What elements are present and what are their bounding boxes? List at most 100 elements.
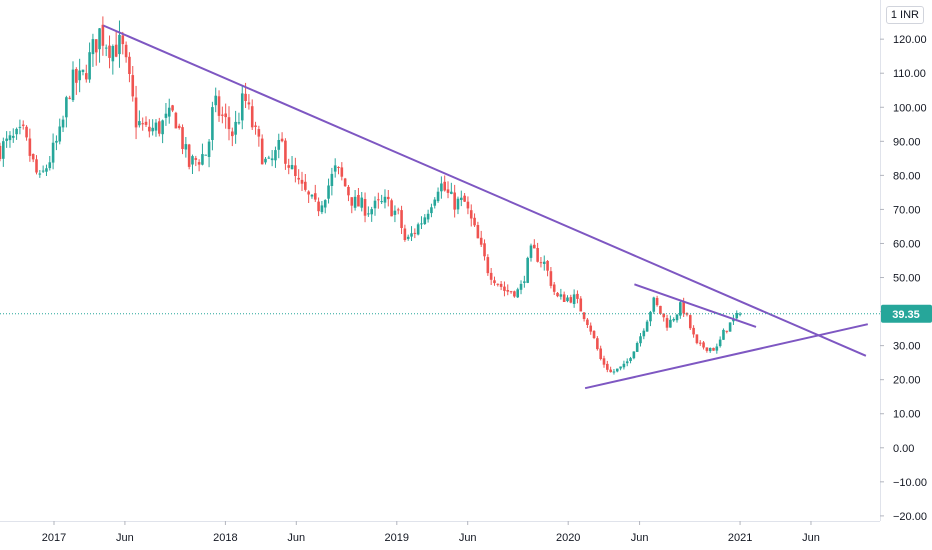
candle-body	[446, 189, 450, 193]
candle-body	[240, 93, 244, 121]
candle-body	[546, 261, 549, 271]
candle-body	[247, 102, 251, 105]
candle-body	[506, 290, 510, 292]
y-tick-label: −10.00	[893, 477, 927, 489]
candle-body	[526, 257, 529, 283]
candle-body	[41, 170, 45, 172]
candle-body	[672, 319, 675, 321]
candle-body	[735, 313, 739, 319]
candle-body	[675, 314, 679, 321]
y-tick-label: 120.00	[893, 34, 927, 46]
candle-body	[450, 191, 453, 194]
candle-body	[639, 336, 642, 344]
y-tick-label: 90.00	[893, 136, 921, 148]
candle-body	[569, 297, 573, 303]
candle-body	[552, 284, 556, 292]
trendline-support[interactable]	[584, 323, 869, 390]
candle-body	[416, 224, 420, 235]
candle-body	[645, 321, 649, 332]
candle-body	[655, 298, 659, 306]
y-tick-label: 60.00	[893, 239, 921, 251]
candle-body	[264, 158, 267, 163]
candle-body	[549, 271, 553, 286]
candle-body	[181, 127, 184, 149]
candle-body	[473, 217, 476, 226]
candle-body	[562, 294, 566, 302]
trendline-triangle-upper[interactable]	[634, 283, 757, 328]
candle-body	[287, 165, 291, 168]
candle-body	[91, 39, 95, 55]
candle-body	[586, 319, 589, 325]
candle-body	[373, 200, 377, 209]
candle-body	[702, 342, 705, 348]
candle-body	[207, 141, 211, 157]
time-axis[interactable]: 2017 Jun 2018 Jun 2019 Jun 2020 Jun 2021 Jun	[42, 521, 820, 544]
candle-body	[410, 233, 413, 237]
candle-body	[343, 178, 347, 187]
candle-body	[277, 140, 281, 150]
candle-body	[2, 141, 5, 159]
candle-body	[715, 346, 719, 351]
candle-body	[347, 186, 350, 196]
candle-body	[406, 236, 410, 239]
candle-body	[632, 351, 636, 359]
y-tick-label: 30.00	[893, 341, 921, 353]
candle-body	[317, 201, 320, 212]
candle-body	[167, 107, 171, 117]
candle-body	[144, 121, 148, 125]
candle-body	[523, 281, 526, 283]
candle-body	[84, 73, 88, 80]
candle-body	[659, 305, 662, 314]
candle-body	[98, 28, 101, 50]
candle-body	[45, 168, 48, 172]
candle-body	[533, 244, 536, 249]
candle-body	[360, 197, 364, 208]
candle-body	[237, 122, 241, 124]
candle-body	[274, 150, 277, 161]
candle-body	[194, 158, 198, 160]
candle-body	[665, 318, 669, 328]
candle-body	[11, 135, 15, 138]
candle-body	[386, 196, 390, 200]
candle-body	[333, 165, 337, 172]
candle-body	[141, 123, 144, 125]
x-tick-label: 2020	[556, 532, 580, 544]
candle-body	[177, 125, 181, 128]
candle-body	[503, 286, 506, 291]
candle-body	[250, 106, 254, 128]
candle-body	[313, 193, 317, 200]
candle-body	[81, 69, 85, 72]
candle-body	[698, 342, 702, 344]
candle-body	[592, 330, 596, 338]
candle-body	[393, 210, 397, 215]
candle-body	[725, 330, 729, 332]
candle-body	[403, 228, 407, 240]
candle-body	[267, 157, 271, 159]
candle-body	[48, 162, 52, 169]
price-axis[interactable]: 120.00 110.00 100.00 90.00 80.00 70.00 60.00 50…	[880, 34, 927, 523]
candle-body	[615, 368, 619, 372]
last-price-tag-background	[881, 304, 932, 323]
currency-button[interactable]: 1 INR	[885, 6, 924, 24]
candle-body	[413, 232, 417, 234]
candle-body	[5, 138, 8, 141]
candle-body	[171, 105, 174, 111]
candle-body	[390, 200, 393, 217]
candle-body	[542, 261, 546, 264]
candle-body	[582, 312, 586, 319]
trendline-resistance[interactable]	[102, 24, 867, 357]
last-price-tag: 39.35	[881, 304, 932, 323]
candle-body	[466, 201, 470, 209]
candle-body	[55, 140, 58, 143]
candle-body	[433, 199, 437, 206]
candle-body	[496, 283, 500, 285]
x-tick-label: Jun	[459, 532, 477, 544]
candle-body	[649, 311, 652, 322]
candle-body	[161, 120, 164, 135]
candle-body	[479, 237, 483, 245]
candle-body	[499, 283, 503, 287]
candle-body	[440, 183, 443, 192]
candle-body	[679, 302, 682, 316]
candle-body	[695, 334, 699, 344]
